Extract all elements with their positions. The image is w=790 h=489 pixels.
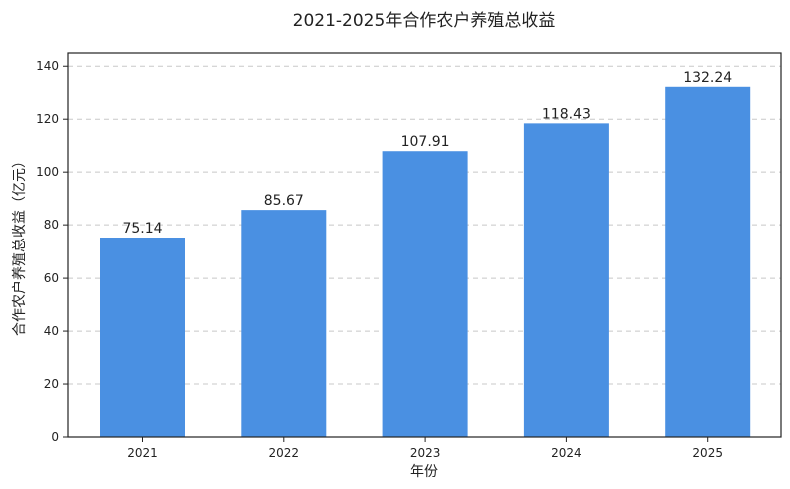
y-tick-label: 60: [44, 271, 59, 285]
bar-2024: [523, 123, 609, 438]
data-label-2023: 107.91: [401, 134, 450, 150]
x-tick-label: 2023: [410, 446, 441, 460]
y-tick-label: 0: [51, 430, 59, 444]
y-tick-label: 80: [44, 218, 59, 232]
grid-lines: [68, 65, 781, 385]
plot-frame: [67, 52, 782, 438]
y-tick-label: 140: [36, 59, 59, 73]
bar-2021: [100, 238, 185, 437]
data-label-2022: 85.67: [264, 193, 304, 209]
x-tick-label: 2022: [269, 446, 300, 460]
x-axis-label: 年份: [410, 464, 438, 480]
x-axis-ticks: 2021 2022 2023 2024 2025: [127, 437, 723, 460]
y-tick-label: 20: [44, 377, 59, 391]
x-tick-label: 2021: [127, 446, 158, 460]
y-axis-ticks: 0 20 40 60 80 100 120 140: [36, 59, 68, 444]
y-tick-label: 100: [36, 165, 59, 179]
bar-2025: [665, 86, 751, 438]
x-tick-label: 2025: [692, 446, 723, 460]
data-labels: 75.14 85.67 107.91 118.43 132.24: [122, 70, 732, 237]
bar-2023: [382, 151, 468, 437]
bar-2022: [241, 210, 327, 437]
bars: [100, 86, 751, 438]
data-label-2021: 75.14: [122, 221, 162, 237]
chart-title: 2021-2025年合作农户养殖总收益: [293, 11, 556, 31]
data-label-2024: 118.43: [542, 106, 591, 122]
y-axis-label: 合作农户养殖总收益（亿元）: [11, 154, 28, 336]
y-tick-label: 120: [36, 112, 59, 126]
data-label-2025: 132.24: [683, 70, 732, 86]
x-tick-label: 2024: [551, 446, 582, 460]
y-tick-label: 40: [44, 324, 59, 338]
